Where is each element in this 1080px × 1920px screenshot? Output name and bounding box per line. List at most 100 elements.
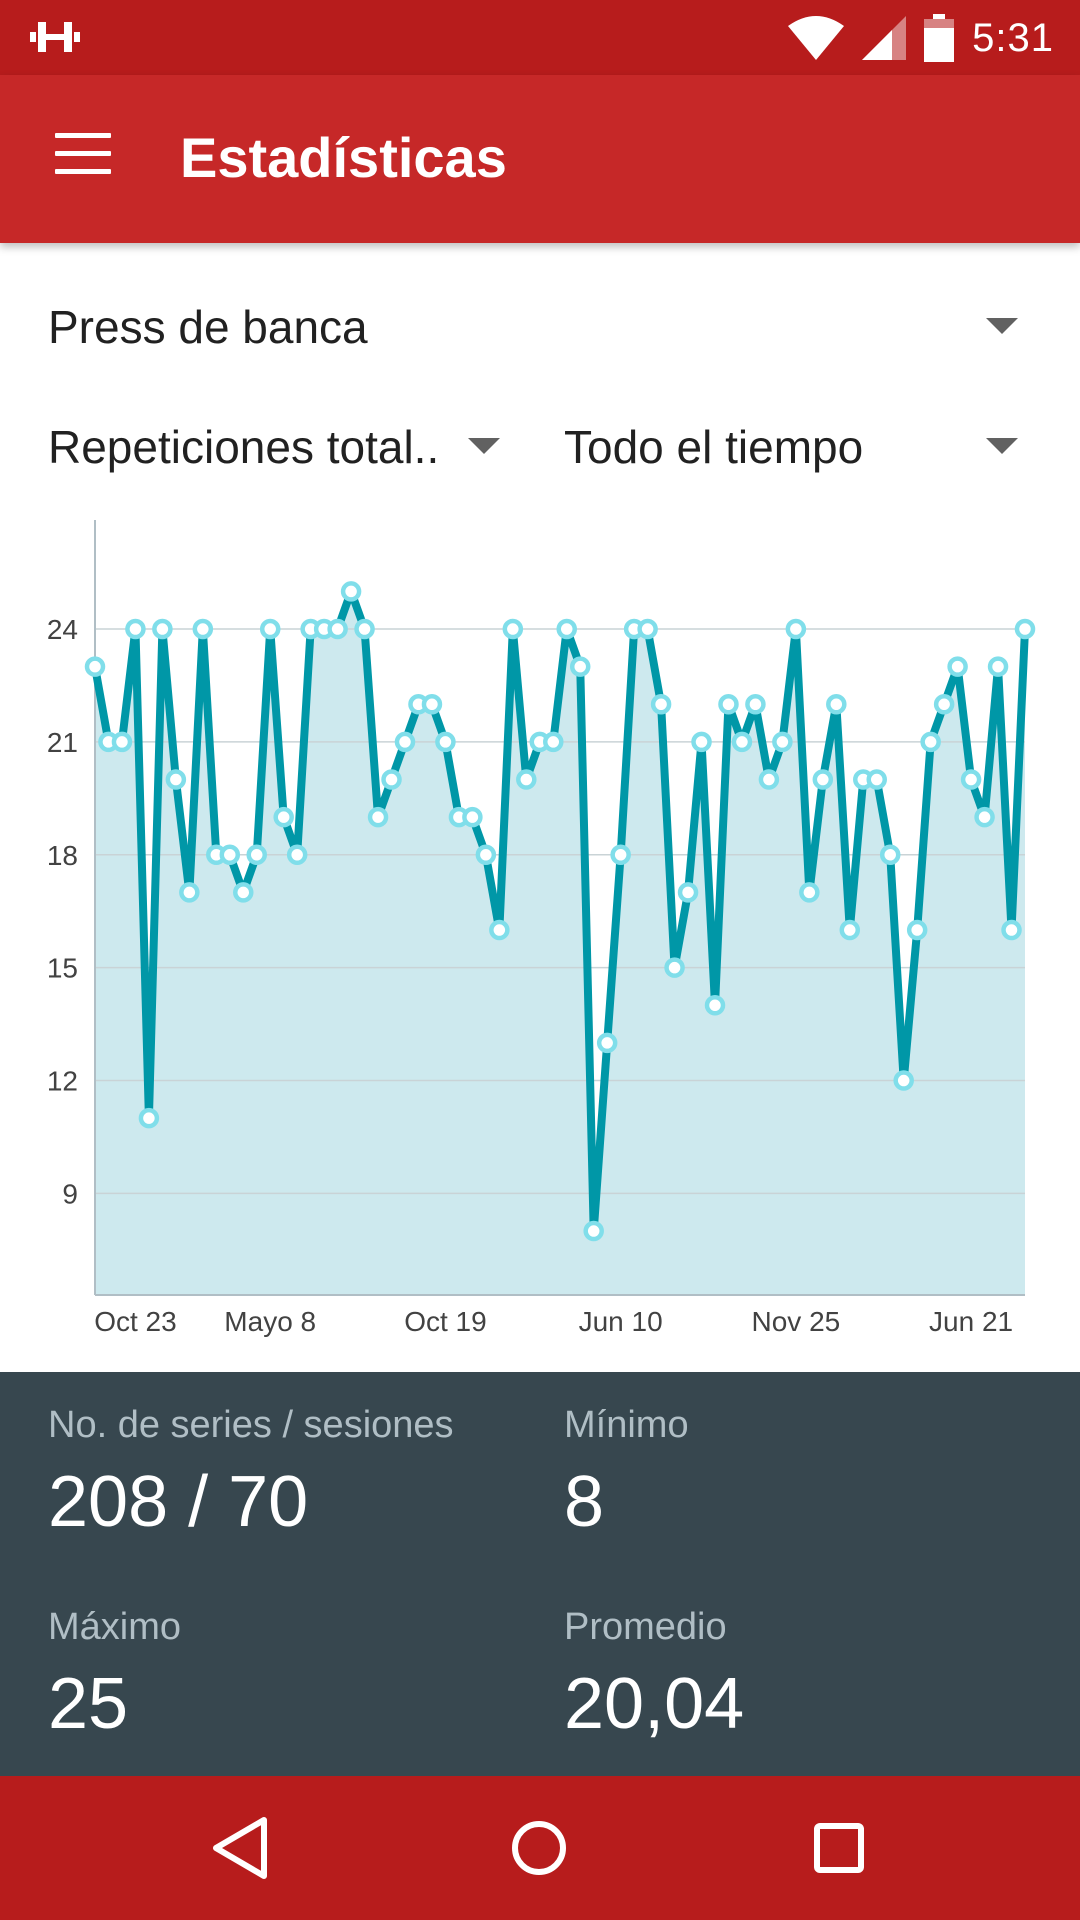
chart-data-point [1001,919,1022,941]
chart-data-point [879,844,901,866]
stat-label: Mínimo [564,1404,689,1446]
chart-data-point [785,618,807,640]
hamburger-menu-icon[interactable] [55,133,111,177]
chart-data-point [650,694,672,715]
chart-data-point [974,806,995,828]
chart-data-point [596,1032,618,1054]
chart-data-point [987,656,1009,677]
x-tick-label: Jun 21 [929,1306,1013,1337]
chart-data-point [691,731,712,753]
y-tick-label: 18 [47,840,78,871]
stat-value: 8 [564,1462,605,1542]
exercise-dropdown[interactable]: Press de banca [48,300,1028,360]
chart-data-point [327,618,348,640]
chart-data-point [125,618,146,640]
chart-data-point [152,618,173,640]
chart-data-point [138,1107,160,1129]
chart-data-point [866,769,887,790]
chart-data-point [799,882,820,903]
chart-data-point [758,769,780,790]
chart-data-point [933,694,955,715]
chart-data-point [246,844,267,866]
period-dropdown[interactable]: Todo el tiempo [564,420,1028,480]
chart-data-point [745,694,766,715]
chart-data-point [960,769,982,790]
dumbbell-icon [30,22,80,52]
reps-line-chart[interactable]: 9 12 15 18 21 24 Oct 23 Mayo 8 Oct 19 Jun 10 Nov 2… [0,520,1080,1340]
chart-data-point [677,882,699,903]
chart-data-point [569,656,591,677]
chart-data-point [664,957,685,978]
chart-data-point [233,882,254,903]
chart-area-fill [95,591,1025,1295]
stat-label: Máximo [48,1606,182,1648]
chart-data-point [718,694,739,715]
navigation-bar [0,1776,1080,1920]
x-tick-label: Mayo 8 [224,1306,316,1337]
chart-data-point [219,844,241,866]
chart-data-point [583,1220,604,1242]
chart-data-point [947,656,968,677]
chart-data-point [165,769,187,790]
stat-maximum: Máximo 25 [48,1606,181,1745]
y-tick-label: 15 [47,953,78,984]
chart-data-point [826,694,847,715]
chart-data-point [906,919,928,941]
chart-data-point [259,618,281,640]
chart-data-point [394,731,416,753]
home-icon[interactable] [503,1812,575,1884]
metric-dropdown-value: Repeticiones total.. [48,421,440,473]
y-tick-label: 21 [47,727,78,758]
chart-data-point [893,1070,914,1091]
dropdown-arrow-icon [986,438,1018,454]
cell-signal-icon [862,16,907,60]
chart-data-point [637,618,658,640]
dropdown-arrow-icon [468,438,500,454]
chart-data-point [273,806,294,828]
stat-label: Promedio [564,1606,727,1648]
status-time: 5:31 [972,15,1054,60]
x-tick-label: Nov 25 [752,1306,841,1337]
stat-value: 208 / 70 [48,1462,309,1542]
x-tick-label: Oct 23 [94,1306,176,1337]
period-dropdown-value: Todo el tiempo [564,421,864,473]
chart-data-point [731,731,753,753]
stat-minimum: Mínimo 8 [564,1404,689,1543]
page-title: Estadísticas [180,126,507,189]
stat-label: No. de series / sesiones [48,1404,454,1446]
battery-icon [924,14,955,62]
wifi-icon [788,16,845,60]
stat-average: Promedio 20,04 [564,1606,744,1745]
chart-data-point [556,618,577,640]
chart-data-point [839,919,861,941]
chart-data-point [543,731,564,753]
stats-panel: No. de series / sesiones 208 / 70 Mínimo… [0,1372,1080,1776]
chart-data-point [462,806,483,828]
chart-data-point [920,731,941,753]
back-icon[interactable] [206,1812,278,1884]
chart-data-point [421,694,443,715]
chart-data-point [381,769,402,790]
metric-dropdown[interactable]: Repeticiones total.. [48,420,508,480]
chart-data-point [84,656,106,677]
app-bar: Estadísticas [0,75,1080,243]
chart-data-point [286,844,308,866]
chart-data-point [111,731,133,753]
chart-data-point [489,919,510,941]
chart-data-point [367,806,389,828]
chart-data-point [192,618,214,640]
status-bar: 5:31 [0,0,1080,75]
chart-data-point [502,618,524,640]
chart-data-point [475,844,497,866]
stat-value: 25 [48,1664,129,1744]
chart-data-point [340,581,362,602]
chart-data-point [1014,618,1036,640]
chart-data-point [610,844,631,866]
x-tick-label: Jun 10 [579,1306,663,1337]
recents-icon[interactable] [803,1812,875,1884]
dropdown-arrow-icon [986,318,1018,334]
chart-data-point [435,731,456,753]
chart-data-point [772,731,793,753]
chart-data-point [179,882,200,903]
chart-data-point [354,618,375,640]
